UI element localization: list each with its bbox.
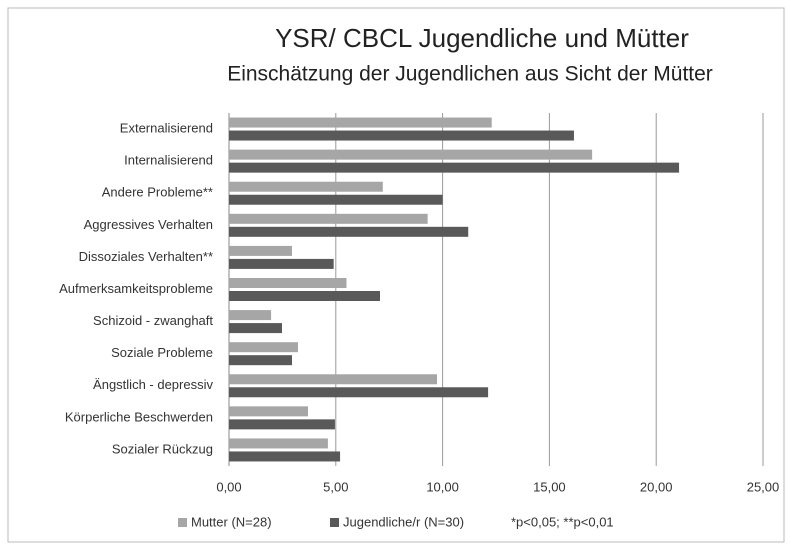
- y-tick-label: Sozialer Rückzug: [112, 441, 213, 456]
- x-tick-label: 20,00: [640, 479, 673, 494]
- y-tick-label: Ängstlich - depressiv: [93, 377, 213, 392]
- chart-frame: [7, 7, 785, 543]
- bar: [229, 213, 428, 224]
- y-tick-label: Körperliche Beschwerden: [65, 409, 213, 424]
- bar: [229, 374, 438, 385]
- bar: [229, 226, 469, 237]
- bar: [229, 130, 574, 141]
- x-tick-label: 10,00: [426, 479, 459, 494]
- x-tick-label: 0,00: [216, 479, 241, 494]
- bar: [229, 258, 334, 269]
- x-tick-label: 5,00: [323, 479, 348, 494]
- bar: [229, 278, 347, 288]
- bar: [229, 419, 335, 430]
- bar: [229, 162, 680, 173]
- y-tick-label: Aufmerksamkeitsprobleme: [59, 281, 213, 296]
- y-tick-label: Andere Probleme**: [102, 185, 213, 200]
- y-tick-label: Aggressives Verhalten: [84, 217, 213, 232]
- annotation: *p<0,05; **p<0,01: [511, 514, 614, 529]
- bar: [229, 181, 383, 192]
- y-tick-label: Internalisierend: [124, 153, 213, 168]
- y-tick-label: Schizoid - zwanghaft: [93, 313, 213, 328]
- y-tick-label: Externalisierend: [120, 120, 213, 135]
- bar: [229, 406, 309, 417]
- x-tick-label: 15,00: [533, 479, 566, 494]
- bar: [229, 291, 381, 301]
- bar: [229, 387, 489, 398]
- bar: [229, 149, 593, 160]
- bar: [229, 438, 328, 449]
- bar: [229, 117, 492, 128]
- y-tick-label: Dissoziales Verhalten**: [79, 249, 213, 264]
- legend-label: Mutter (N=28): [191, 514, 272, 529]
- legend-swatch: [330, 518, 339, 527]
- legend-swatch: [178, 518, 187, 527]
- legend-label: Jugendliche/r (N=30): [343, 514, 464, 529]
- bar: [229, 355, 293, 366]
- bar: [229, 342, 298, 353]
- bar: [229, 194, 443, 205]
- bar: [229, 310, 272, 321]
- x-tick-label: 25,00: [747, 479, 780, 494]
- bar: [229, 323, 282, 334]
- y-tick-label: Soziale Probleme: [111, 345, 213, 360]
- chart-subtitle: Einschätzung der Jugendlichen aus Sicht …: [227, 63, 713, 86]
- bar: [229, 451, 341, 462]
- chart-title: YSR/ CBCL Jugendliche und Mütter: [275, 23, 689, 53]
- bar: [229, 245, 293, 256]
